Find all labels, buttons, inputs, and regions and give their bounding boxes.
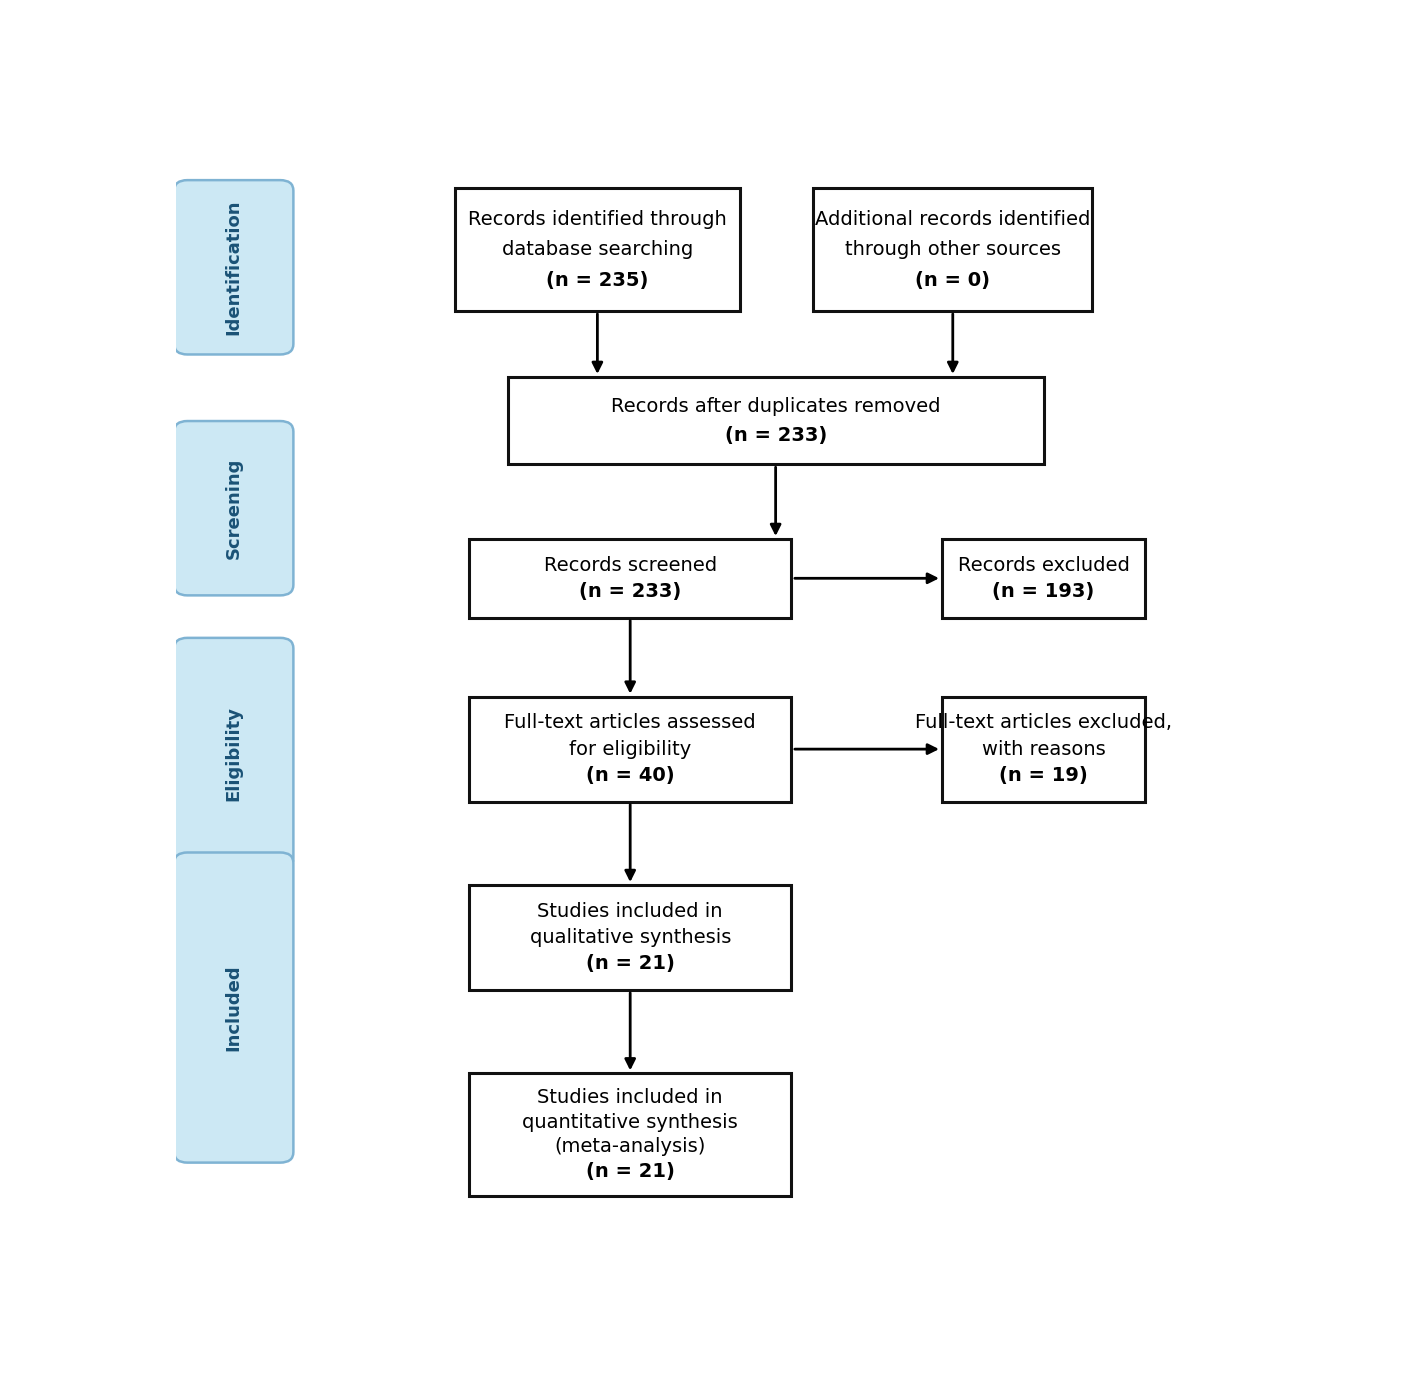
Text: Full-text articles excluded,: Full-text articles excluded, <box>916 713 1173 733</box>
Text: Full-text articles assessed: Full-text articles assessed <box>504 713 756 733</box>
FancyBboxPatch shape <box>943 697 1144 802</box>
Text: quantitative synthesis: quantitative synthesis <box>522 1113 738 1131</box>
Text: (n = 19): (n = 19) <box>999 766 1088 784</box>
FancyBboxPatch shape <box>813 189 1092 311</box>
FancyBboxPatch shape <box>468 539 792 618</box>
Text: (n = 40): (n = 40) <box>586 766 674 784</box>
FancyBboxPatch shape <box>174 421 293 595</box>
Text: through other sources: through other sources <box>845 240 1061 260</box>
Text: (n = 233): (n = 233) <box>579 582 682 601</box>
Text: (n = 235): (n = 235) <box>546 271 649 290</box>
Text: Studies included in: Studies included in <box>538 1088 722 1108</box>
Text: Records identified through: Records identified through <box>468 210 727 229</box>
Text: with reasons: with reasons <box>982 740 1105 759</box>
Text: Screening: Screening <box>224 458 243 559</box>
FancyBboxPatch shape <box>468 886 792 990</box>
Text: (meta-analysis): (meta-analysis) <box>555 1137 706 1156</box>
Text: Studies included in: Studies included in <box>538 902 722 920</box>
Text: (n = 233): (n = 233) <box>724 426 827 444</box>
Text: (n = 21): (n = 21) <box>586 1162 674 1181</box>
FancyBboxPatch shape <box>174 638 293 869</box>
FancyBboxPatch shape <box>174 852 293 1163</box>
Text: Eligibility: Eligibility <box>224 706 243 801</box>
FancyBboxPatch shape <box>468 1073 792 1196</box>
Text: (n = 21): (n = 21) <box>586 954 674 973</box>
Text: Additional records identified: Additional records identified <box>816 210 1091 229</box>
Text: Records screened: Records screened <box>543 555 717 575</box>
Text: (n = 193): (n = 193) <box>992 582 1095 601</box>
FancyBboxPatch shape <box>508 376 1044 465</box>
Text: Records after duplicates removed: Records after duplicates removed <box>611 397 940 415</box>
FancyBboxPatch shape <box>468 697 792 802</box>
FancyBboxPatch shape <box>456 189 739 311</box>
Text: database searching: database searching <box>502 240 693 260</box>
FancyBboxPatch shape <box>943 539 1144 618</box>
FancyBboxPatch shape <box>174 180 293 354</box>
Text: Records excluded: Records excluded <box>958 555 1129 575</box>
Text: for eligibility: for eligibility <box>569 740 691 759</box>
Text: (n = 0): (n = 0) <box>916 271 991 290</box>
Text: Included: Included <box>224 965 243 1051</box>
Text: Identification: Identification <box>224 200 243 335</box>
Text: qualitative synthesis: qualitative synthesis <box>529 929 731 947</box>
